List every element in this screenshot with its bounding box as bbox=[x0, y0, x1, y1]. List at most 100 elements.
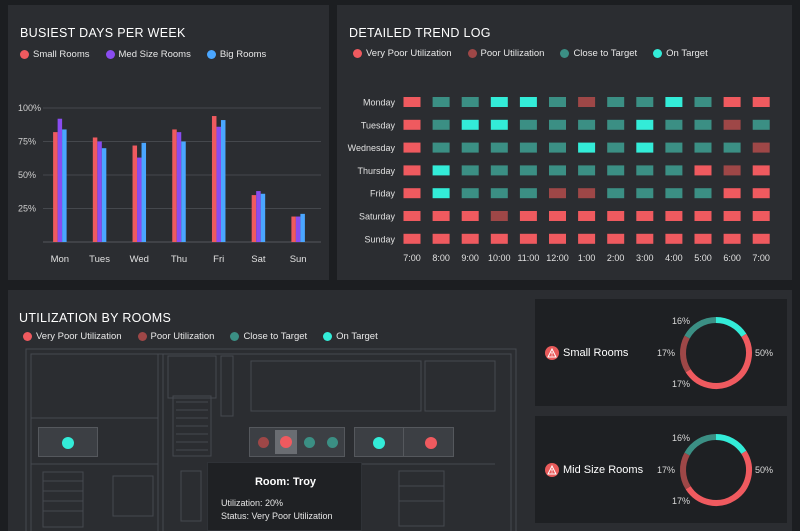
heat-cell[interactable] bbox=[636, 188, 654, 199]
heat-cell[interactable] bbox=[752, 165, 770, 176]
room-status-dot[interactable] bbox=[258, 437, 269, 448]
bar-big-rooms[interactable] bbox=[260, 193, 266, 242]
room-status-dot[interactable] bbox=[373, 437, 385, 449]
heat-cell[interactable] bbox=[752, 233, 770, 244]
heat-cell[interactable] bbox=[752, 188, 770, 199]
room-block-center[interactable] bbox=[249, 427, 345, 457]
mid-size-rooms-card[interactable]: Mid Size Rooms 16% 17% 17% 50% bbox=[535, 416, 787, 523]
donut-segment-poor[interactable] bbox=[680, 335, 691, 373]
heat-cell[interactable] bbox=[578, 211, 596, 221]
heat-cell[interactable] bbox=[549, 142, 566, 153]
bar-big-rooms[interactable] bbox=[141, 142, 147, 242]
donut-segment-very-poor[interactable] bbox=[685, 450, 752, 506]
donut-segment-close[interactable] bbox=[684, 434, 717, 456]
heat-cell[interactable] bbox=[694, 211, 712, 221]
donut-segment-close[interactable] bbox=[684, 317, 717, 339]
heat-cell[interactable] bbox=[403, 119, 421, 130]
heat-cell[interactable] bbox=[607, 165, 625, 176]
heat-cell[interactable] bbox=[723, 211, 741, 221]
heat-cell[interactable] bbox=[403, 142, 421, 153]
heat-cell[interactable] bbox=[461, 97, 479, 107]
heat-cell[interactable] bbox=[490, 233, 508, 244]
bar-big-rooms[interactable] bbox=[62, 129, 67, 242]
heat-cell[interactable] bbox=[607, 233, 625, 244]
heat-cell[interactable] bbox=[752, 119, 770, 130]
donut-segment-very-poor[interactable] bbox=[685, 333, 752, 389]
heat-cell[interactable] bbox=[752, 97, 770, 107]
heat-cell[interactable] bbox=[403, 211, 421, 221]
heat-cell[interactable] bbox=[403, 233, 421, 244]
heat-cell[interactable] bbox=[432, 142, 450, 153]
heat-cell[interactable] bbox=[665, 97, 683, 107]
heat-cell[interactable] bbox=[461, 142, 479, 153]
heat-cell[interactable] bbox=[578, 188, 596, 199]
heat-cell[interactable] bbox=[636, 119, 654, 130]
legend-on-target[interactable]: On Target bbox=[653, 48, 708, 59]
heat-cell[interactable] bbox=[578, 233, 596, 244]
heat-cell[interactable] bbox=[665, 188, 683, 199]
donut-segment-on-target[interactable] bbox=[715, 317, 747, 338]
heat-cell[interactable] bbox=[461, 165, 479, 176]
heat-cell[interactable] bbox=[461, 119, 479, 130]
heat-cell[interactable] bbox=[432, 211, 450, 221]
heat-cell[interactable] bbox=[665, 233, 683, 244]
room-troy-dot[interactable] bbox=[280, 436, 292, 448]
bar-small-rooms[interactable] bbox=[251, 195, 257, 242]
heat-cell[interactable] bbox=[461, 188, 479, 199]
heat-cell[interactable] bbox=[490, 97, 508, 107]
heat-cell[interactable] bbox=[723, 142, 741, 153]
heat-cell[interactable] bbox=[607, 188, 625, 199]
heat-cell[interactable] bbox=[519, 142, 537, 153]
heat-cell[interactable] bbox=[519, 188, 537, 199]
donut-segment-poor[interactable] bbox=[680, 452, 691, 490]
heat-cell[interactable] bbox=[549, 233, 566, 244]
legend-close[interactable]: Close to Target bbox=[560, 48, 637, 59]
bar-big-rooms[interactable] bbox=[300, 213, 305, 242]
heat-cell[interactable] bbox=[607, 97, 625, 107]
heat-cell[interactable] bbox=[519, 165, 537, 176]
heat-cell[interactable] bbox=[694, 233, 712, 244]
heat-cell[interactable] bbox=[723, 119, 741, 130]
heat-cell[interactable] bbox=[519, 233, 537, 244]
bar-small-rooms[interactable] bbox=[53, 132, 58, 242]
heat-cell[interactable] bbox=[519, 211, 537, 221]
bar-big-rooms[interactable] bbox=[181, 141, 186, 243]
small-rooms-card[interactable]: Small Rooms 16% 17% 17% 50% bbox=[535, 299, 787, 406]
heat-cell[interactable] bbox=[665, 165, 683, 176]
bar-big-rooms[interactable] bbox=[101, 148, 107, 242]
donut-segment-on-target[interactable] bbox=[715, 434, 747, 455]
heat-cell[interactable] bbox=[403, 188, 421, 199]
room-status-dot[interactable] bbox=[425, 437, 437, 449]
bar-small-rooms[interactable] bbox=[291, 216, 296, 242]
legend-very-poor[interactable]: Very Poor Utilization bbox=[353, 48, 452, 59]
heat-cell[interactable] bbox=[490, 211, 508, 221]
bar-small-rooms[interactable] bbox=[92, 137, 98, 242]
heat-cell[interactable] bbox=[723, 97, 741, 107]
bar-med-size-rooms[interactable] bbox=[57, 118, 63, 242]
room-status-dot[interactable] bbox=[62, 437, 74, 449]
heat-cell[interactable] bbox=[665, 211, 683, 221]
heat-cell[interactable] bbox=[490, 142, 508, 153]
heat-cell[interactable] bbox=[694, 165, 712, 176]
heat-cell[interactable] bbox=[549, 119, 566, 130]
heat-cell[interactable] bbox=[578, 119, 596, 130]
room-block-left[interactable] bbox=[38, 427, 98, 457]
heat-cell[interactable] bbox=[549, 188, 566, 199]
heat-cell[interactable] bbox=[694, 97, 712, 107]
bar-med-size-rooms[interactable] bbox=[137, 157, 142, 242]
heat-cell[interactable] bbox=[607, 119, 625, 130]
heat-cell[interactable] bbox=[549, 211, 566, 221]
heat-cell[interactable] bbox=[432, 97, 450, 107]
heat-cell[interactable] bbox=[432, 233, 450, 244]
heat-cell[interactable] bbox=[432, 165, 450, 176]
bar-med-size-rooms[interactable] bbox=[176, 132, 182, 242]
heat-cell[interactable] bbox=[461, 211, 479, 221]
heat-cell[interactable] bbox=[490, 119, 508, 130]
room-status-dot[interactable] bbox=[304, 437, 315, 448]
legend-med-rooms[interactable]: Med Size Rooms bbox=[105, 49, 191, 60]
bar-small-rooms[interactable] bbox=[211, 116, 217, 242]
heat-cell[interactable] bbox=[490, 165, 508, 176]
heat-cell[interactable] bbox=[636, 233, 654, 244]
legend-close[interactable]: Close to Target bbox=[230, 331, 307, 342]
heat-cell[interactable] bbox=[636, 142, 654, 153]
